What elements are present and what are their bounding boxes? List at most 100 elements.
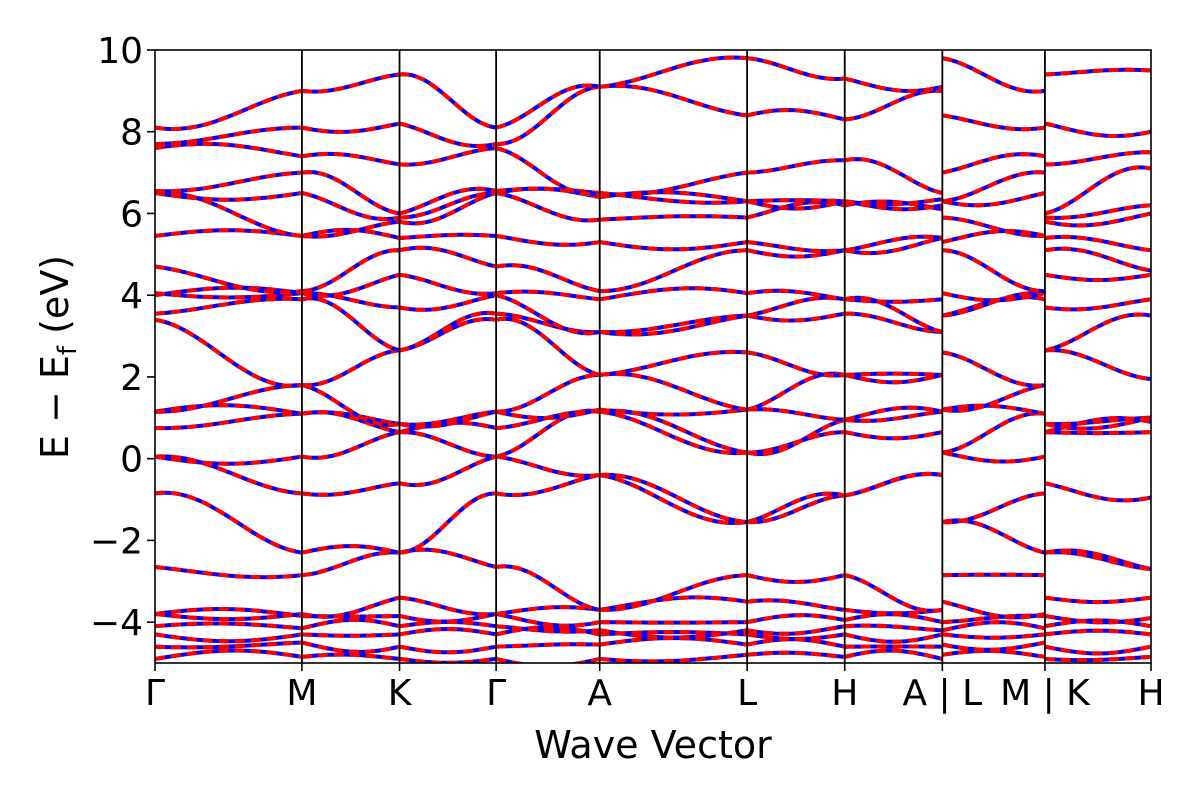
band-line-dashed (1044, 595, 1151, 605)
band-line-dashed (746, 56, 845, 82)
band-line-dashed (746, 248, 846, 259)
band-line-dashed (746, 107, 846, 122)
band-line-dashed (599, 652, 748, 663)
x-tick-label: M | K (1000, 673, 1091, 714)
band-line-dashed (399, 191, 497, 226)
band-line-dashed (155, 612, 303, 622)
x-axis-ticks: Γ M K Γ A L H A | L M | K H (145, 663, 1165, 714)
y-tick-label: 10 (97, 31, 143, 72)
band-line-dashed (1044, 121, 1151, 138)
band-line-dashed (495, 289, 600, 302)
band-line-dashed (495, 83, 601, 130)
band-line-dashed (495, 233, 600, 247)
band-line-dashed (301, 383, 400, 427)
band-line-dashed (844, 311, 943, 334)
band-line-dashed (941, 450, 1046, 464)
band-line-dashed (495, 454, 600, 478)
band-line-dashed (844, 371, 943, 377)
band-line-dashed (398, 186, 497, 216)
band-line-dashed (746, 598, 845, 612)
band-line-dashed (844, 234, 943, 253)
y-tick-label: 8 (120, 113, 143, 154)
band-line-dashed (1044, 272, 1151, 282)
band-line-dashed (1044, 348, 1151, 381)
band-line-dashed (399, 146, 497, 167)
y-tick-label: −4 (90, 603, 143, 644)
band-line-dashed (941, 152, 1046, 175)
band-line-dashed (301, 632, 400, 638)
band-line-dashed (399, 454, 497, 488)
y-tick-label: 6 (120, 194, 143, 235)
band-line-dashed (399, 626, 497, 637)
x-tick-label: A | L (902, 673, 982, 714)
band-line-dashed (844, 197, 943, 207)
band-line-dashed (746, 650, 845, 659)
band-line-dashed (844, 76, 943, 94)
band-line-dashed (155, 640, 302, 650)
band-line-dashed (746, 311, 846, 323)
band-line-dashed (941, 191, 1046, 208)
band-line-dashed (301, 348, 400, 388)
band-line-dashed (301, 617, 400, 631)
band-line-dashed (495, 564, 601, 612)
band-line-dashed (155, 621, 303, 631)
band-line-dashed (942, 248, 1045, 294)
band-line-dashed (599, 409, 748, 456)
band-line-dashed (599, 286, 748, 302)
band-line-dashed (844, 297, 943, 304)
band-lines (155, 55, 1151, 663)
x-tick-label: H (1137, 673, 1164, 714)
band-line-dashed (301, 121, 400, 134)
band-line-dashed (599, 240, 748, 252)
band-line-dashed (399, 191, 497, 220)
band-line-dashed (155, 565, 303, 580)
band-line-dashed (301, 652, 400, 661)
band-line-dashed (1044, 203, 1151, 220)
band-line-dashed (844, 157, 943, 195)
band-line-dashed (301, 248, 400, 294)
x-tick-label: H (831, 673, 858, 714)
x-tick-label: A (587, 673, 612, 714)
x-tick-label: M (286, 673, 317, 714)
band-line-dashed (1044, 654, 1151, 663)
band-line-dashed (399, 232, 497, 240)
band-line-dashed (155, 141, 303, 159)
band-line-dashed (599, 473, 748, 526)
band-line-dashed (942, 170, 1046, 204)
y-axis-label-main: E − E (33, 355, 77, 459)
x-tick-label: L (737, 673, 757, 714)
band-line-dashed (1044, 67, 1151, 77)
band-line-dashed (746, 288, 845, 302)
band-line-dashed (155, 88, 303, 132)
band-line-dashed (1044, 430, 1151, 436)
band-line-dashed (844, 236, 943, 256)
band-line-dashed (155, 291, 303, 300)
band-line-dashed (844, 405, 943, 422)
band-line-dashed (844, 430, 943, 441)
band-line-dashed (1044, 644, 1151, 656)
band-line-dashed (495, 316, 601, 377)
band-line-dashed (941, 350, 1046, 388)
x-tick-label: Γ (486, 673, 506, 714)
band-line-dashed (746, 573, 846, 585)
band-line-dashed (301, 151, 400, 167)
band-line-dashed (495, 605, 600, 616)
band-line-dashed (599, 349, 748, 377)
band-line-dashed (399, 612, 497, 624)
band-line-dashed (599, 407, 748, 417)
band-line-dashed (495, 191, 600, 223)
band-line-dashed (942, 383, 1046, 413)
band-line-dashed (155, 170, 303, 194)
band-line-dashed (599, 55, 748, 89)
band-line-dashed (155, 454, 303, 496)
band-line-dashed (1044, 550, 1151, 571)
band-line-dashed (747, 198, 845, 204)
y-tick-label: 4 (120, 276, 143, 317)
band-line-dashed (301, 296, 401, 353)
band-line-dashed (155, 383, 302, 414)
band-line-dashed (746, 632, 845, 641)
band-line-dashed (844, 472, 943, 498)
band-line-dashed (495, 293, 601, 336)
band-line-dashed (1044, 481, 1151, 503)
band-line-dashed (155, 403, 303, 416)
